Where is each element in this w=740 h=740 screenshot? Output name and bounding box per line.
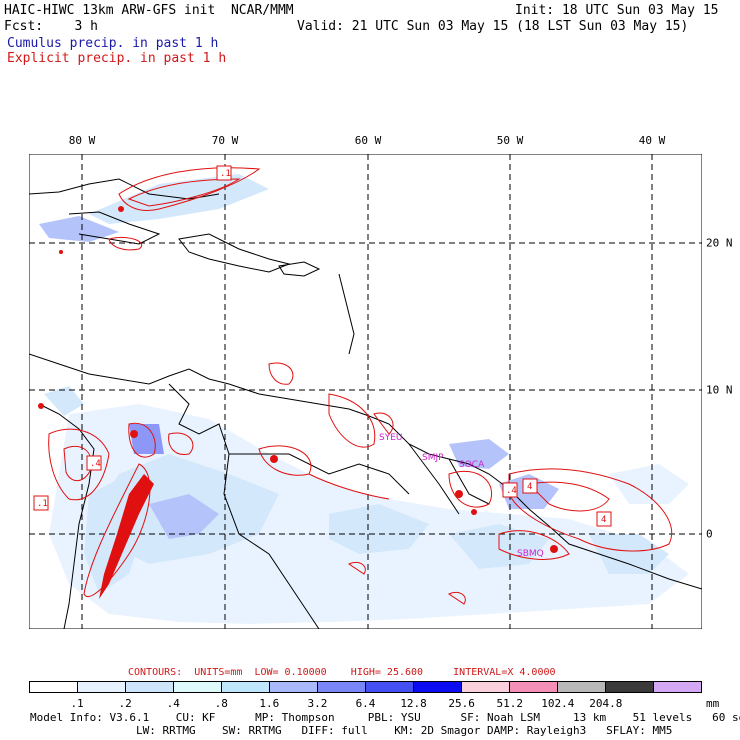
colorbar-cell [606, 682, 654, 692]
contour-labels: .1 .4 .1 .4 4 4 [33, 165, 612, 527]
colorbar-tick-label: 3.2 [307, 697, 328, 710]
field-cumulus-label: Cumulus precip. in past 1 h [7, 36, 219, 51]
colorbar-cell [510, 682, 558, 692]
colorbar-tick-label: 102.4 [541, 697, 575, 710]
colorbar-tick-label: 25.6 [448, 697, 475, 710]
colorbar-tick-label: 12.8 [400, 697, 427, 710]
contours-info: CONTOURS: UNITS=mm LOW= 0.10000 HIGH= 25… [128, 667, 556, 678]
lon-label-60w: 60 W [354, 134, 382, 147]
station-label: SBMQ [517, 549, 544, 559]
colorbar-tick-label: 204.8 [589, 697, 623, 710]
svg-text:4: 4 [601, 515, 606, 525]
colorbar-cell [558, 682, 606, 692]
colorbar-cell [126, 682, 174, 692]
svg-text:.4: .4 [506, 486, 517, 496]
valid-time: Valid: 21 UTC Sun 03 May 15 (18 LST Sun … [297, 19, 689, 34]
svg-text:.4: .4 [90, 459, 101, 469]
svg-text:.1: .1 [220, 169, 231, 179]
colorbar-cell [366, 682, 414, 692]
lon-label-80w: 80 W [68, 134, 96, 147]
model-info-line2: LW: RRTMG SW: RRTMG DIFF: full KM: 2D Sm… [30, 724, 673, 737]
colorbar-cell [222, 682, 270, 692]
contour-label-box: 4 [522, 478, 538, 494]
contour-label-box: .4 [502, 482, 518, 498]
station-label: SYEU [379, 433, 402, 443]
colorbar-cell [78, 682, 126, 692]
colorbar [29, 681, 702, 693]
colorbar-tick-label: .1 [70, 697, 84, 710]
lat-label-10n: 10 N [706, 383, 733, 397]
colorbar-labels: .1 .2 .4 .8 1.6 3.2 6.4 12.8 25.6 51.2 102.4 204.8 [0, 697, 740, 711]
colorbar-unit: mm [706, 697, 720, 710]
colorbar-cell [318, 682, 366, 692]
colorbar-cell [174, 682, 222, 692]
contour-label-box: .1 [216, 165, 232, 181]
contour-label-box: .1 [33, 495, 49, 511]
station-label: SMJP [422, 453, 444, 463]
colorbar-cell [654, 682, 701, 692]
explicit-precip-cores [38, 206, 558, 599]
colorbar-tick-label: .4 [166, 697, 180, 710]
station-label: SOCA [459, 460, 485, 470]
colorbar-cell [462, 682, 510, 692]
lon-label-50w: 50 W [496, 134, 524, 147]
model-title: HAIC-HIWC 13km ARW-GFS init NCAR/MMM [4, 3, 294, 18]
contour-label-box: .4 [86, 455, 102, 471]
station-labels: SYEU SMJP SOCA SBMQ [379, 433, 544, 559]
lat-label-0: 0 [706, 527, 713, 541]
svg-text:.1: .1 [37, 499, 48, 509]
colorbar-cell [414, 682, 462, 692]
colorbar-cell [30, 682, 78, 692]
field-explicit-label: Explicit precip. in past 1 h [7, 51, 227, 66]
svg-text:4: 4 [527, 482, 532, 492]
explicit-precip-contours [48, 167, 673, 605]
colorbar-cell [270, 682, 318, 692]
colorbar-tick-label: 1.6 [259, 697, 280, 710]
lon-label-70w: 70 W [211, 134, 239, 147]
model-info-line1: Model Info: V3.6.1 CU: KF MP: Thompson P… [30, 711, 740, 724]
lat-label-20n: 20 N [706, 236, 733, 250]
precip-map: .1 .4 .1 .4 4 4 SYEU SMJP SOCA SBMQ [29, 154, 702, 629]
forecast-hour: Fcst: 3 h [4, 19, 98, 34]
colorbar-tick-label: .8 [214, 697, 228, 710]
init-time: Init: 18 UTC Sun 03 May 15 [515, 3, 719, 18]
contour-label-box: 4 [596, 511, 612, 527]
colorbar-tick-label: 51.2 [496, 697, 523, 710]
lon-label-40w: 40 W [638, 134, 666, 147]
colorbar-tick-label: 6.4 [355, 697, 376, 710]
colorbar-tick-label: .2 [118, 697, 132, 710]
